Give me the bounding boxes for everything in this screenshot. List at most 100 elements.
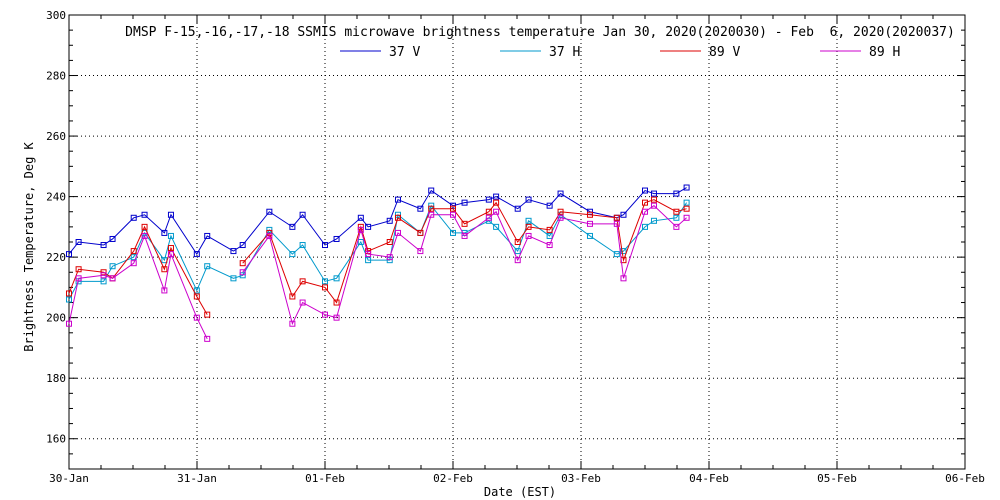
data-point-37-v [642,187,648,194]
data-point-89-v [75,266,82,273]
data-point-89-h [167,251,174,258]
x-tick-label: 31-Jan [177,472,217,485]
data-point-89-v [394,214,401,221]
data-point-89-v [683,205,690,212]
series-line-89-h [242,205,687,326]
data-point-37-v [322,242,328,249]
data-point-37-v [130,214,137,221]
data-point-89-h [357,226,364,233]
data-point-89-h [204,335,211,342]
data-point-37-h [642,223,648,230]
data-point-89-v [586,211,593,218]
data-point-89-v [204,311,211,318]
data-point-37-h [514,248,521,255]
data-point-89-h [514,257,521,264]
data-point-37-v [193,251,200,258]
series-layer [66,184,690,342]
data-point-89-h [546,242,553,249]
data-point-89-v [461,220,468,227]
x-axis-label: Date (EST) [484,485,556,499]
data-point-89-h [193,314,200,321]
data-point-37-h [546,232,553,239]
data-point-37-v [514,205,521,212]
data-point-89-v [613,214,620,221]
y-tick-label: 220 [46,251,66,264]
data-point-37-v [673,190,680,197]
data-point-37-v [525,196,532,203]
data-point-89-h [525,232,532,239]
data-point-37-h [683,199,690,206]
data-point-37-h [525,217,532,224]
series-37-v [66,184,690,258]
data-point-37-v [365,223,372,230]
data-point-89-h [673,223,680,230]
data-point-89-h [450,211,456,218]
data-point-37-h [109,263,116,270]
y-tick-label: 160 [46,433,66,446]
y-tick-label: 180 [46,372,66,385]
data-point-37-v [289,223,296,230]
data-point-37-v [683,184,690,191]
data-point-89-h [386,254,393,261]
x-tick-label: 01-Feb [305,472,345,485]
data-point-89-h [100,272,107,279]
data-point-89-v [650,196,657,203]
data-point-37-v [167,211,174,218]
data-point-37-h [322,278,328,285]
data-point-89-h [461,232,468,239]
data-point-89-v [193,293,200,300]
legend-label-37-h: 37 H [549,45,580,60]
data-point-89-v [167,245,174,252]
data-point-89-h [493,208,500,215]
data-point-37-v [461,199,468,206]
data-point-89-v [141,223,148,230]
y-tick-label: 260 [46,130,66,143]
data-point-89-h [161,287,168,294]
data-point-89-h [620,275,627,282]
y-tick-label: 300 [46,9,66,22]
data-point-37-v [546,202,553,209]
data-point-37-h [289,251,296,258]
data-point-89-h [239,269,246,276]
data-point-37-v [239,242,246,249]
data-point-89-h [333,314,340,321]
data-point-89-h [130,260,137,267]
data-point-37-v [66,251,72,258]
data-point-37-v [650,190,657,197]
data-point-89-v [299,278,306,285]
data-point-37-v [266,208,273,215]
data-point-89-h [299,299,306,306]
data-point-37-v [100,242,107,249]
data-point-37-v [230,248,237,255]
legend-label-89-v: 89 V [709,45,740,60]
data-point-89-v [130,248,137,255]
series-line-37-h [68,202,688,300]
legend-label-89-h: 89 H [869,45,900,60]
data-point-89-v [514,239,521,245]
data-point-89-v [557,208,564,215]
x-tick-label: 02-Feb [433,472,473,485]
series-89-v [66,196,690,318]
data-point-89-h [417,248,424,255]
data-point-37-h [620,248,627,255]
data-point-37-v [161,229,168,236]
data-point-37-h [66,296,72,303]
series-line-89-v [68,225,208,315]
grid [69,15,965,469]
data-point-37-h [230,275,237,282]
data-point-37-h [586,232,593,239]
data-point-89-h [289,320,296,327]
data-point-89-v [642,199,648,206]
data-point-89-v [673,208,680,215]
data-point-37-h [613,251,620,258]
data-point-89-h [66,320,72,327]
data-point-89-h [650,202,657,209]
data-point-37-h [299,242,306,249]
y-tick-label: 280 [46,70,66,83]
data-point-37-v [75,239,82,245]
legend-label-37-v: 37 V [389,45,420,60]
y-tick-label: 200 [46,312,66,325]
data-point-89-h [75,275,82,282]
series-line-37-v [68,187,687,256]
